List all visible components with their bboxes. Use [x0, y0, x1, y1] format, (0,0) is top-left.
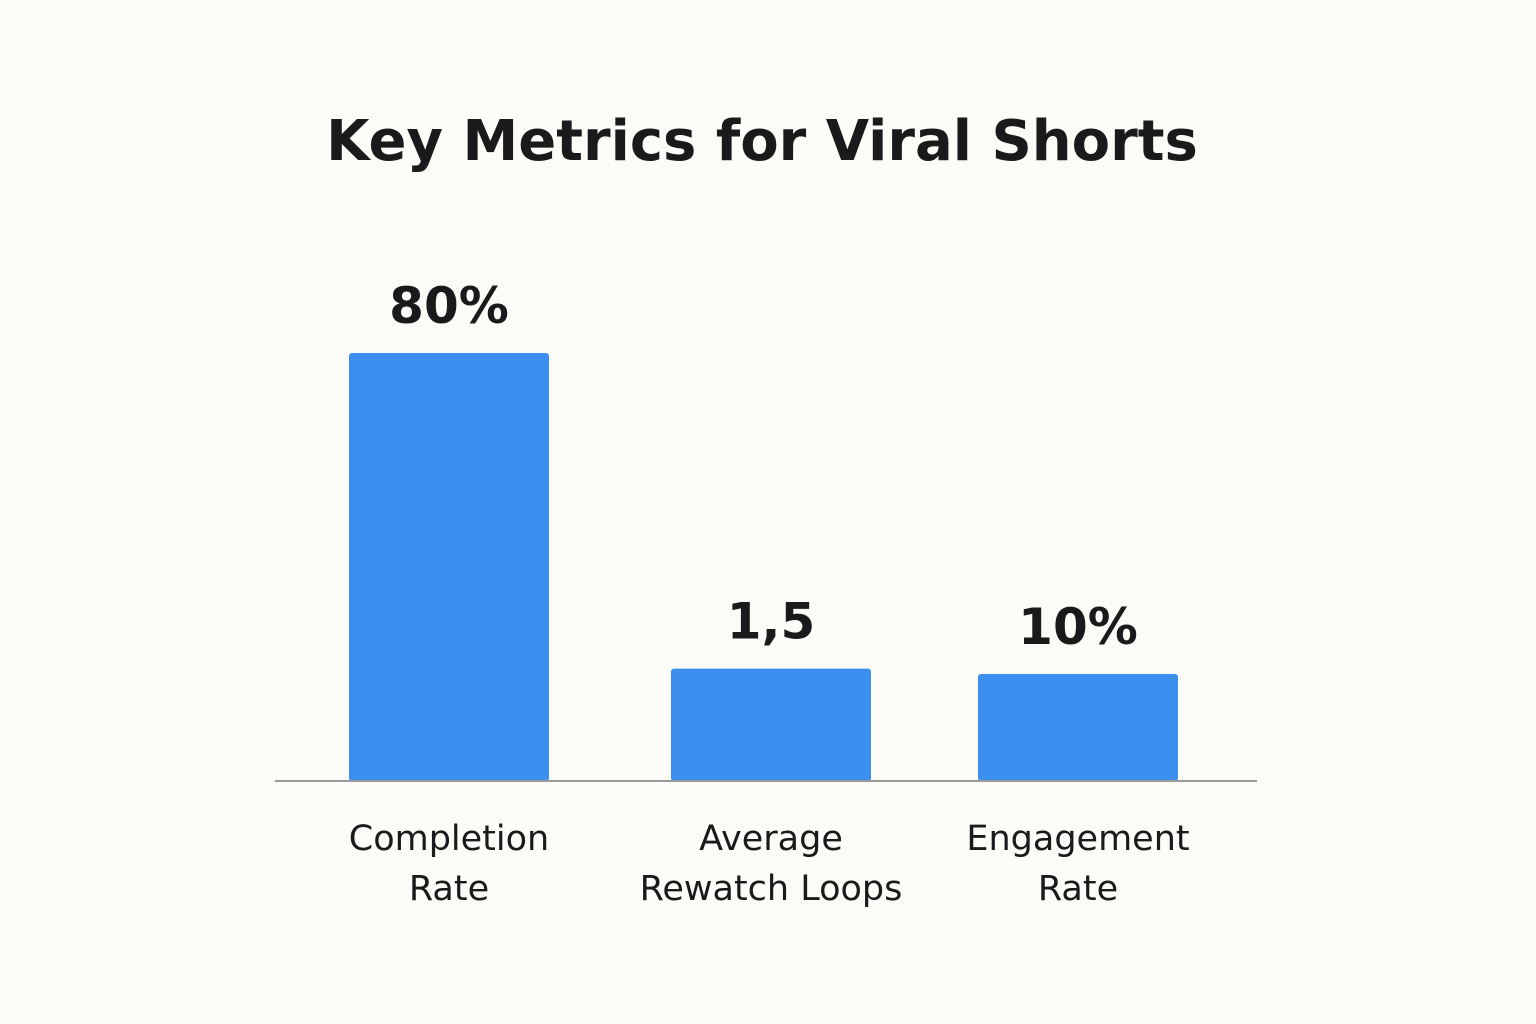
bar-3: [978, 674, 1178, 781]
bars-group: 80% Completion Rate 1,5 Average Rewatch Loops…: [349, 277, 1190, 909]
category-label-2-line-1: Average: [699, 819, 843, 859]
value-label-3: 10%: [1018, 598, 1138, 656]
category-label-2-line-2: Rewatch Loops: [640, 869, 903, 909]
bar-2: [671, 668, 871, 781]
bar-1: [349, 353, 549, 781]
value-label-1: 80%: [389, 277, 509, 335]
value-label-2: 1,5: [727, 593, 816, 651]
category-label-3-line-1: Engagement: [966, 819, 1189, 859]
category-label-1-line-2: Rate: [409, 869, 489, 909]
category-label-3-line-2: Rate: [1038, 869, 1118, 909]
chart-title: Key Metrics for Viral Shorts: [326, 109, 1198, 174]
category-label-1-line-1: Completion: [349, 819, 549, 859]
